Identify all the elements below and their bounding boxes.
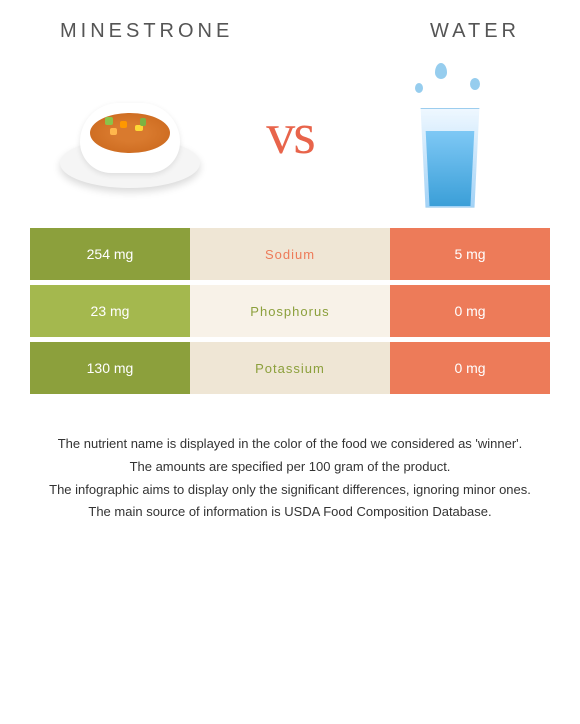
left-value-cell: 23 mg [30,285,190,337]
nutrient-name-cell: Sodium [190,228,390,280]
header-row: MINESTRONE WATER [30,20,550,43]
nutrient-name-cell: Phosphorus [190,285,390,337]
footnotes: The nutrient name is displayed in the co… [30,434,550,523]
footnote-line: The main source of information is USDA F… [40,502,540,523]
water-glass-icon [390,58,510,208]
images-row: vs [30,68,550,198]
right-food-title: WATER [430,20,520,43]
minestrone-image [50,68,210,198]
soup-icon [60,78,200,188]
nutrient-name-cell: Potassium [190,342,390,394]
left-food-title: MINESTRONE [60,20,233,43]
nutrient-row: 130 mgPotassium0 mg [30,342,550,394]
nutrient-table: 254 mgSodium5 mg23 mgPhosphorus0 mg130 m… [30,228,550,394]
nutrient-row: 254 mgSodium5 mg [30,228,550,280]
right-value-cell: 0 mg [390,342,550,394]
right-value-cell: 0 mg [390,285,550,337]
right-value-cell: 5 mg [390,228,550,280]
left-value-cell: 254 mg [30,228,190,280]
footnote-line: The infographic aims to display only the… [40,480,540,501]
footnote-line: The nutrient name is displayed in the co… [40,434,540,455]
footnote-line: The amounts are specified per 100 gram o… [40,457,540,478]
water-image [370,68,530,198]
nutrient-row: 23 mgPhosphorus0 mg [30,285,550,337]
vs-label: vs [266,100,314,167]
left-value-cell: 130 mg [30,342,190,394]
